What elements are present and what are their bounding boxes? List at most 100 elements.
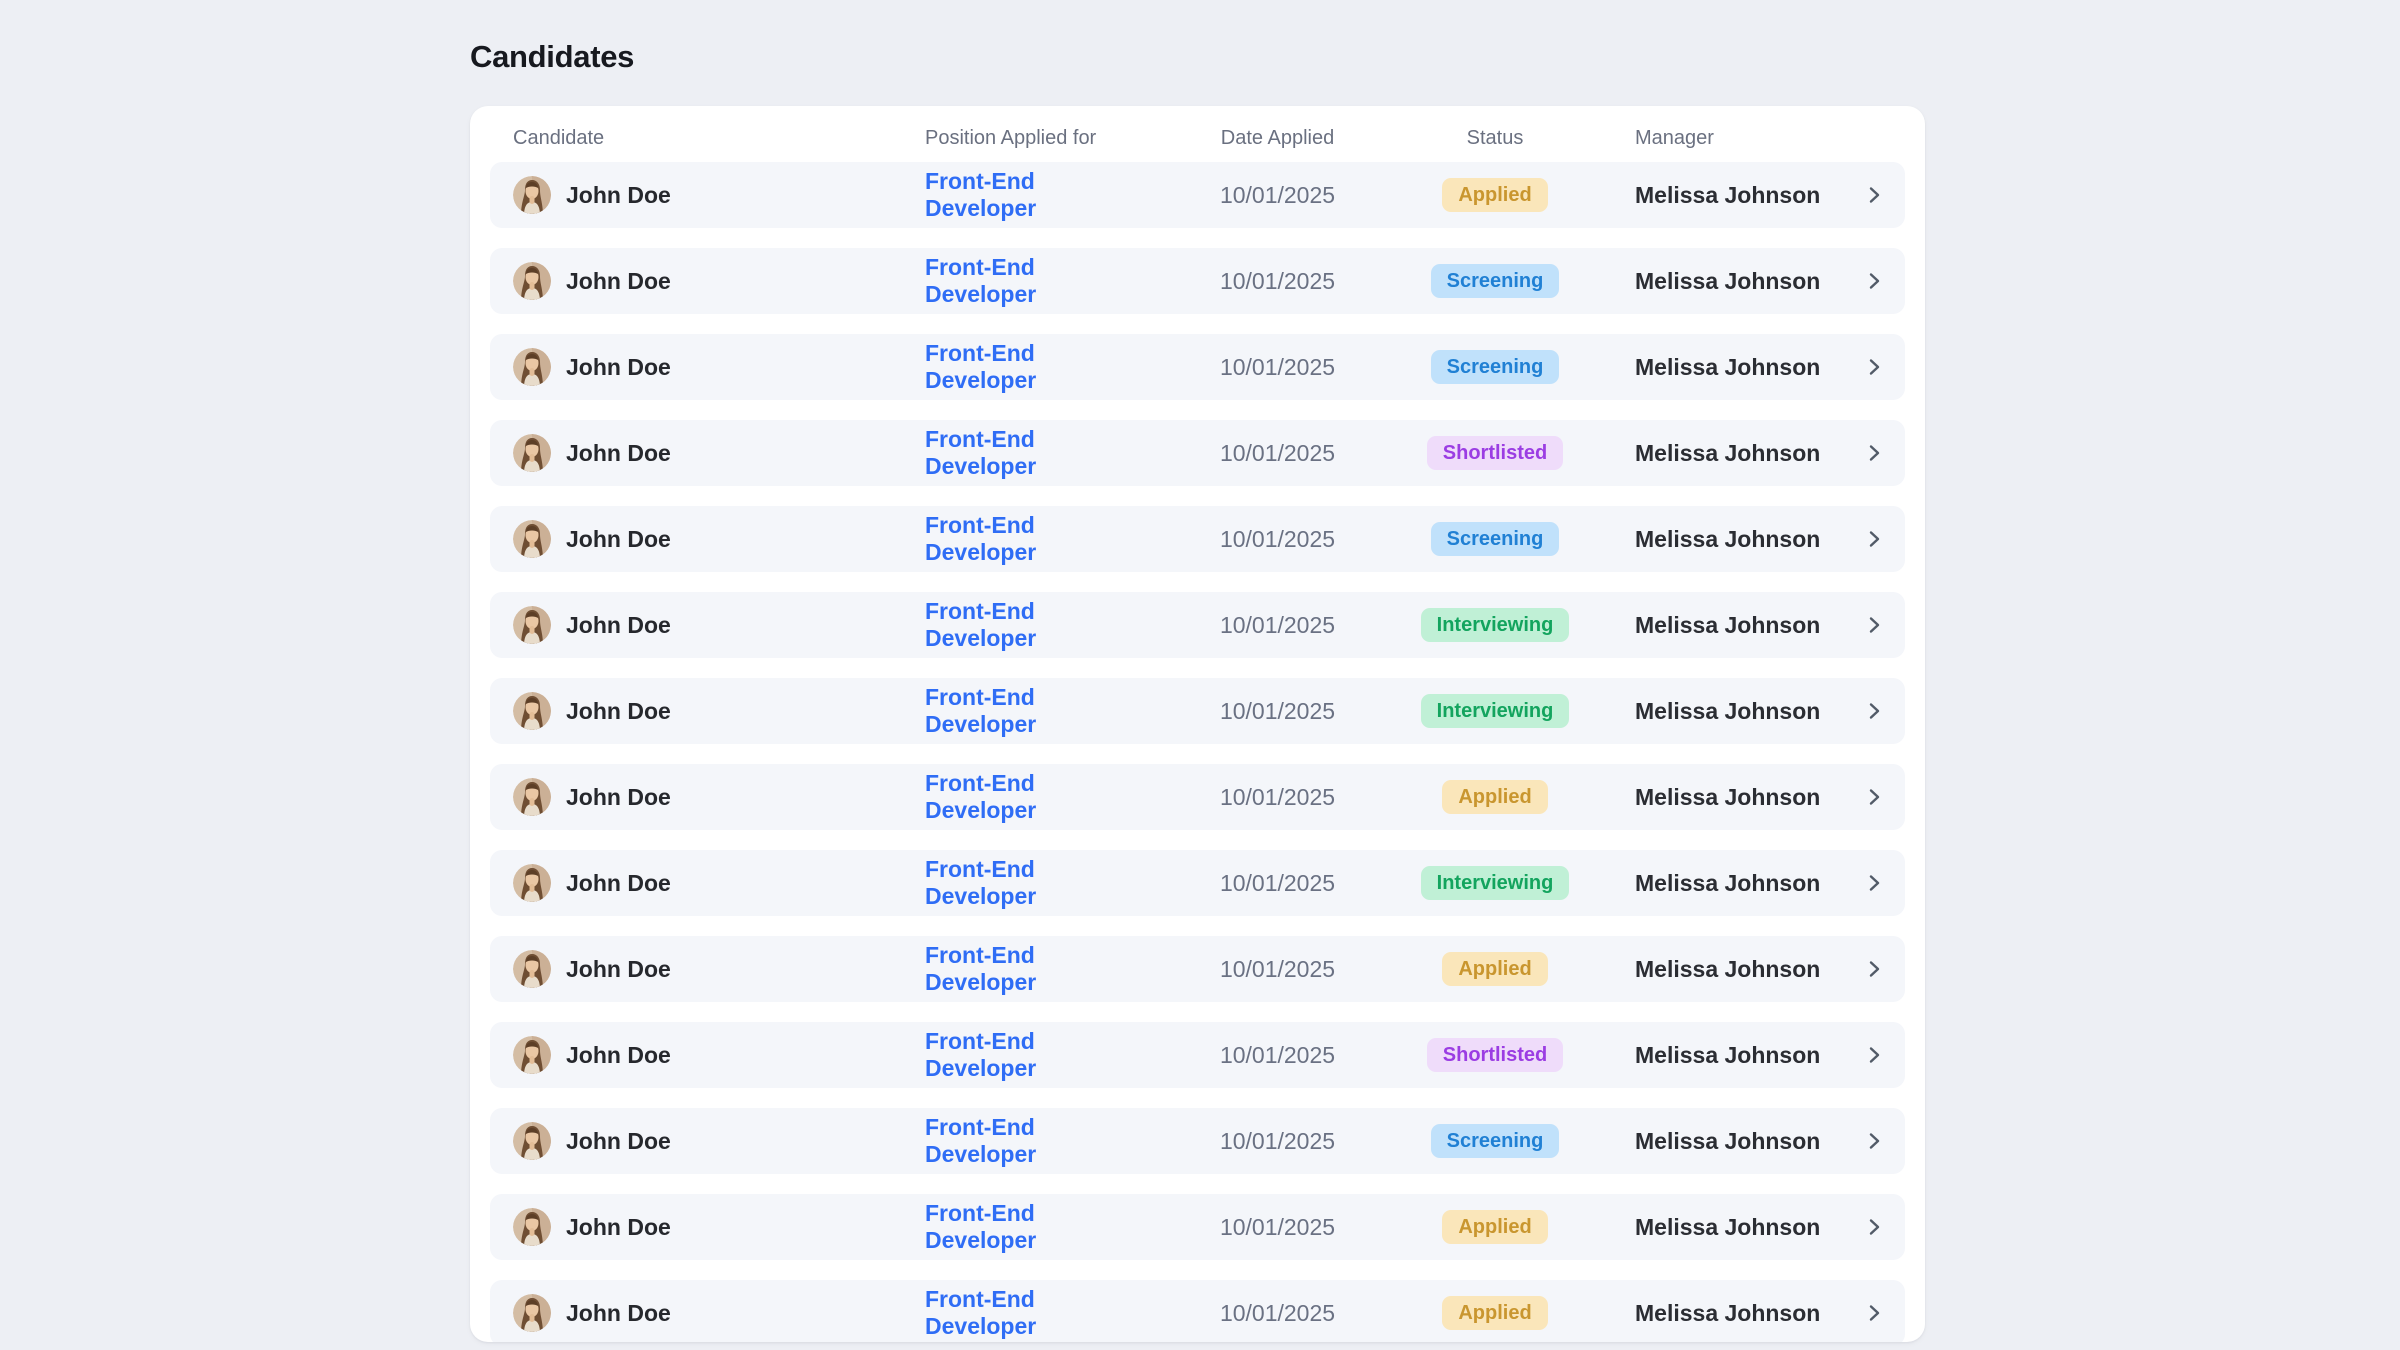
row-expand-control[interactable] xyxy=(1863,1130,1885,1152)
position-link[interactable]: Front-End Developer xyxy=(925,426,1037,479)
row-expand-control[interactable] xyxy=(1863,958,1885,980)
row-expand-control[interactable] xyxy=(1863,1044,1885,1066)
table-row[interactable]: John Doe Front-End Developer 10/01/2025 … xyxy=(490,592,1905,658)
status-badge: Screening xyxy=(1430,350,1560,384)
date-applied: 10/01/2025 xyxy=(1219,267,1336,294)
row-expand-control[interactable] xyxy=(1863,528,1885,550)
avatar-portrait-image xyxy=(513,348,551,386)
candidate-cell: John Doe xyxy=(513,348,925,386)
avatar-portrait-image xyxy=(513,176,551,214)
date-applied: 10/01/2025 xyxy=(1219,353,1336,380)
candidate-cell: John Doe xyxy=(513,520,925,558)
column-header-date-applied: Date Applied xyxy=(1220,126,1335,149)
position-link[interactable]: Front-End Developer xyxy=(925,684,1037,737)
candidate-avatar xyxy=(513,864,551,902)
row-expand-control[interactable] xyxy=(1863,184,1885,206)
chevron-right-icon xyxy=(1869,703,1880,719)
row-expand-control[interactable] xyxy=(1863,1302,1885,1324)
chevron-right-icon xyxy=(1869,359,1880,375)
table-row[interactable]: John Doe Front-End Developer 10/01/2025 … xyxy=(490,678,1905,744)
table-body: John Doe Front-End Developer 10/01/2025 … xyxy=(470,162,1925,1342)
position-link[interactable]: Front-End Developer xyxy=(925,856,1037,909)
table-row[interactable]: John Doe Front-End Developer 10/01/2025 … xyxy=(490,162,1905,228)
chevron-right-icon xyxy=(1869,445,1880,461)
chevron-right-icon xyxy=(1869,1219,1880,1235)
date-applied: 10/01/2025 xyxy=(1219,525,1336,552)
date-applied: 10/01/2025 xyxy=(1219,181,1336,208)
date-applied: 10/01/2025 xyxy=(1219,1299,1336,1326)
position-link[interactable]: Front-End Developer xyxy=(925,770,1037,823)
table-row[interactable]: John Doe Front-End Developer 10/01/2025 … xyxy=(490,850,1905,916)
avatar-portrait-image xyxy=(513,950,551,988)
manager-name: Melissa Johnson xyxy=(1635,353,1821,380)
column-header-position: Position Applied for xyxy=(925,126,1097,149)
position-link[interactable]: Front-End Developer xyxy=(925,340,1037,393)
position-link[interactable]: Front-End Developer xyxy=(925,1114,1037,1167)
status-badge: Applied xyxy=(1442,1296,1548,1330)
status-badge: Shortlisted xyxy=(1426,436,1564,470)
candidate-cell: John Doe xyxy=(513,1208,925,1246)
candidate-avatar xyxy=(513,606,551,644)
candidate-cell: John Doe xyxy=(513,606,925,644)
position-link[interactable]: Front-End Developer xyxy=(925,254,1037,307)
table-row[interactable]: John Doe Front-End Developer 10/01/2025 … xyxy=(490,334,1905,400)
position-link[interactable]: Front-End Developer xyxy=(925,598,1037,651)
row-expand-control[interactable] xyxy=(1863,700,1885,722)
table-row[interactable]: John Doe Front-End Developer 10/01/2025 … xyxy=(490,420,1905,486)
table-row[interactable]: John Doe Front-End Developer 10/01/2025 … xyxy=(490,1108,1905,1174)
position-link[interactable]: Front-End Developer xyxy=(925,512,1037,565)
table-row[interactable]: John Doe Front-End Developer 10/01/2025 … xyxy=(490,1194,1905,1260)
candidate-avatar xyxy=(513,692,551,730)
table-row[interactable]: John Doe Front-End Developer 10/01/2025 … xyxy=(490,764,1905,830)
candidate-name: John Doe xyxy=(566,267,671,294)
candidate-avatar xyxy=(513,520,551,558)
status-badge: Interviewing xyxy=(1420,694,1570,728)
table-row[interactable]: John Doe Front-End Developer 10/01/2025 … xyxy=(490,936,1905,1002)
position-link[interactable]: Front-End Developer xyxy=(925,1200,1037,1253)
candidate-name: John Doe xyxy=(566,611,671,638)
manager-name: Melissa Johnson xyxy=(1635,869,1821,896)
table-row[interactable]: John Doe Front-End Developer 10/01/2025 … xyxy=(490,1280,1905,1342)
candidate-cell: John Doe xyxy=(513,692,925,730)
table-row[interactable]: John Doe Front-End Developer 10/01/2025 … xyxy=(490,506,1905,572)
row-expand-control[interactable] xyxy=(1863,270,1885,292)
manager-name: Melissa Johnson xyxy=(1635,439,1821,466)
avatar-portrait-image xyxy=(513,606,551,644)
manager-name: Melissa Johnson xyxy=(1635,1213,1821,1240)
chevron-right-icon xyxy=(1869,531,1880,547)
table-row[interactable]: John Doe Front-End Developer 10/01/2025 … xyxy=(490,1022,1905,1088)
chevron-right-icon xyxy=(1869,187,1880,203)
candidate-avatar xyxy=(513,778,551,816)
row-expand-control[interactable] xyxy=(1863,442,1885,464)
candidate-cell: John Doe xyxy=(513,864,925,902)
status-badge: Screening xyxy=(1430,522,1560,556)
date-applied: 10/01/2025 xyxy=(1219,869,1336,896)
candidate-name: John Doe xyxy=(566,783,671,810)
candidate-avatar xyxy=(513,434,551,472)
status-badge: Applied xyxy=(1442,952,1548,986)
position-link[interactable]: Front-End Developer xyxy=(925,1286,1037,1339)
candidate-avatar xyxy=(513,1036,551,1074)
candidate-name: John Doe xyxy=(566,353,671,380)
table-row[interactable]: John Doe Front-End Developer 10/01/2025 … xyxy=(490,248,1905,314)
row-expand-control[interactable] xyxy=(1863,614,1885,636)
position-link[interactable]: Front-End Developer xyxy=(925,1028,1037,1081)
position-link[interactable]: Front-End Developer xyxy=(925,168,1037,221)
row-expand-control[interactable] xyxy=(1863,786,1885,808)
chevron-right-icon xyxy=(1869,789,1880,805)
candidate-cell: John Doe xyxy=(513,950,925,988)
avatar-portrait-image xyxy=(513,434,551,472)
page-title: Candidates xyxy=(470,38,635,74)
manager-name: Melissa Johnson xyxy=(1635,1041,1821,1068)
candidate-cell: John Doe xyxy=(513,176,925,214)
candidate-name: John Doe xyxy=(566,1299,671,1326)
candidate-name: John Doe xyxy=(566,439,671,466)
date-applied: 10/01/2025 xyxy=(1219,611,1336,638)
row-expand-control[interactable] xyxy=(1863,356,1885,378)
date-applied: 10/01/2025 xyxy=(1219,697,1336,724)
candidate-cell: John Doe xyxy=(513,778,925,816)
row-expand-control[interactable] xyxy=(1863,1216,1885,1238)
position-link[interactable]: Front-End Developer xyxy=(925,942,1037,995)
candidate-cell: John Doe xyxy=(513,1036,925,1074)
row-expand-control[interactable] xyxy=(1863,872,1885,894)
